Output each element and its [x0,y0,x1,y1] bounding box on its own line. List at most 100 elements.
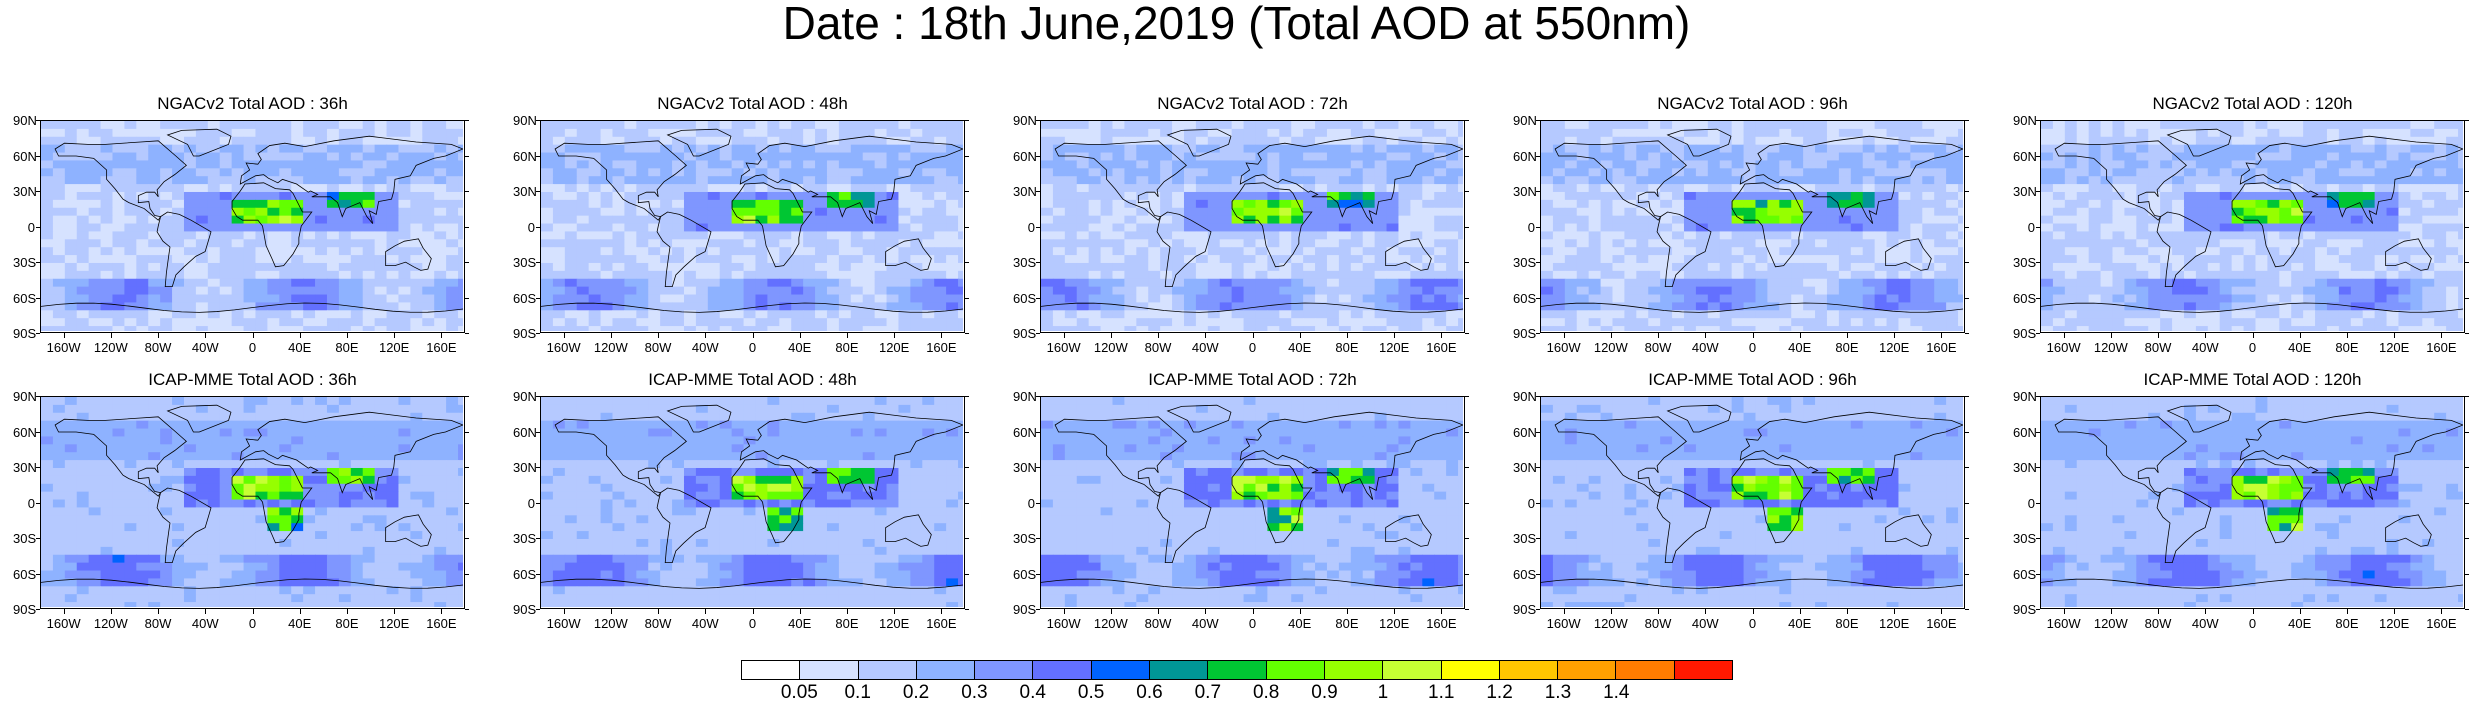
lon-tick [753,609,754,614]
colorbar-swatch [1383,661,1441,679]
colorbar-label: 0.7 [1183,683,1233,702]
lat-tick [2465,227,2469,228]
lat-tick [2465,609,2469,610]
lat-tick [1036,432,1040,433]
colorbar-label: 1.4 [1591,683,1641,702]
lat-tick-label: 60N [13,426,35,439]
lon-tick [2394,333,2395,338]
lat-tick [536,333,540,334]
lat-tick [965,396,969,397]
lat-tick-label: 90S [513,603,535,616]
lon-tick-label: 40E [280,617,320,630]
lat-tick [36,396,40,397]
lat-tick-label: 0 [13,221,35,234]
lat-tick-label: 60S [1513,568,1535,581]
lon-tick [2441,609,2442,614]
lon-tick-label: 120W [1091,341,1131,354]
aod-map [2041,397,2463,607]
lat-tick [1036,227,1040,228]
lon-tick [158,609,159,614]
lat-tick [965,120,969,121]
lat-tick-label: 60S [1013,292,1035,305]
lon-tick-label: 40E [280,341,320,354]
lon-tick [111,333,112,338]
lat-tick [1965,574,1969,575]
lon-tick [2300,333,2301,338]
lat-tick-label: 60N [13,150,35,163]
aod-map [541,121,963,331]
lat-tick-label: 0 [1013,497,1035,510]
lon-tick [158,333,159,338]
lon-tick [1611,609,1612,614]
lat-tick [536,298,540,299]
lon-tick [1611,333,1612,338]
colorbar-swatch [1033,661,1091,679]
lat-tick-label: 90S [13,327,35,340]
lon-tick [847,333,848,338]
lat-tick [1036,503,1040,504]
lat-tick [1465,574,1469,575]
lon-tick-label: 0 [733,617,773,630]
lat-tick [2036,262,2040,263]
lon-tick-label: 160E [421,617,461,630]
lon-tick-label: 40W [685,617,725,630]
lon-tick-label: 120W [2091,617,2131,630]
lon-tick-label: 80E [2327,341,2367,354]
lon-tick [1347,333,1348,338]
lat-tick-label: 60N [513,426,535,439]
lat-tick-label: 90S [1513,327,1535,340]
lon-tick-label: 0 [2233,617,2273,630]
lat-tick [1036,538,1040,539]
lat-tick [465,298,469,299]
lat-tick-label: 30N [2013,185,2035,198]
lat-tick [2036,120,2040,121]
lat-tick [2036,574,2040,575]
lat-tick [1536,227,1540,228]
lat-tick [1036,396,1040,397]
lon-tick-label: 160W [44,341,84,354]
lat-tick [1965,156,1969,157]
lat-tick [536,262,540,263]
lat-tick [1036,191,1040,192]
lat-tick [1965,396,1969,397]
lat-tick [2036,467,2040,468]
lon-tick [2064,609,2065,614]
aod-map-panel [40,396,465,609]
lat-tick-label: 60N [2013,150,2035,163]
lon-tick-label: 0 [233,617,273,630]
lat-tick [965,574,969,575]
lat-tick [536,538,540,539]
colorbar-label: 0.8 [1241,683,1291,702]
lon-tick [1658,333,1659,338]
colorbar-swatch [1616,661,1674,679]
lon-tick-label: 80W [638,617,678,630]
lon-tick [1658,609,1659,614]
lat-tick [465,574,469,575]
lon-tick [1564,609,1565,614]
lon-tick-label: 80E [827,617,867,630]
lon-tick-label: 80W [2138,617,2178,630]
lat-tick [1465,609,1469,610]
aod-map [1041,397,1463,607]
lat-tick [1036,467,1040,468]
lat-tick-label: 30N [1013,185,1035,198]
lat-tick [1536,538,1540,539]
lon-tick-label: 120E [1374,617,1414,630]
lat-tick-label: 30S [1513,532,1535,545]
lon-tick-label: 80E [2327,617,2367,630]
lon-tick [564,333,565,338]
lon-tick-label: 160E [921,617,961,630]
lat-tick-label: 90S [1013,327,1035,340]
lat-tick [36,227,40,228]
lat-tick [1536,467,1540,468]
lon-tick [894,609,895,614]
lon-tick-label: 80E [827,341,867,354]
lat-tick [465,227,469,228]
lon-tick [705,333,706,338]
aod-map-panel [1040,396,1465,609]
lat-tick [465,120,469,121]
lon-tick-label: 40E [1780,617,1820,630]
colorbar-swatch [1500,661,1558,679]
lon-tick-label: 80E [1827,341,1867,354]
lon-tick [1847,333,1848,338]
